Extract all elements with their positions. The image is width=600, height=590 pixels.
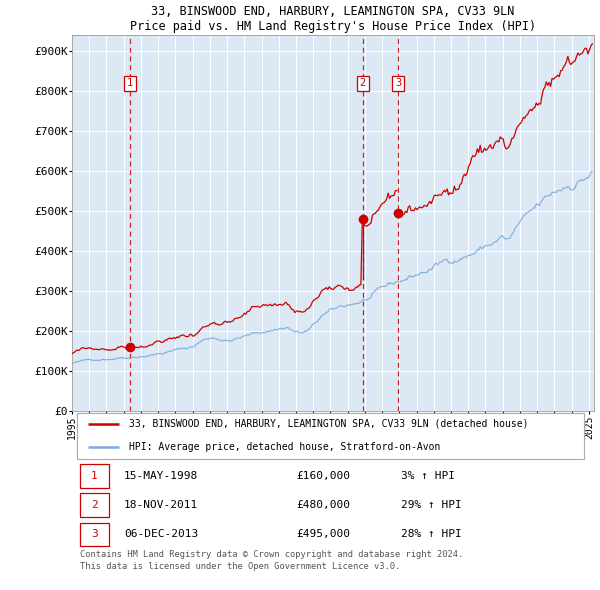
Text: 3: 3 bbox=[395, 78, 401, 88]
Text: 3% ↑ HPI: 3% ↑ HPI bbox=[401, 471, 455, 481]
Text: 2: 2 bbox=[359, 78, 366, 88]
Text: £495,000: £495,000 bbox=[296, 529, 350, 539]
FancyBboxPatch shape bbox=[80, 493, 109, 517]
Text: £480,000: £480,000 bbox=[296, 500, 350, 510]
Text: 2: 2 bbox=[91, 500, 98, 510]
FancyBboxPatch shape bbox=[80, 464, 109, 487]
Text: 06-DEC-2013: 06-DEC-2013 bbox=[124, 529, 199, 539]
Text: 28% ↑ HPI: 28% ↑ HPI bbox=[401, 529, 461, 539]
Text: 1: 1 bbox=[91, 471, 98, 481]
Text: 33, BINSWOOD END, HARBURY, LEAMINGTON SPA, CV33 9LN (detached house): 33, BINSWOOD END, HARBURY, LEAMINGTON SP… bbox=[130, 419, 529, 429]
Text: 1: 1 bbox=[127, 78, 133, 88]
Text: 29% ↑ HPI: 29% ↑ HPI bbox=[401, 500, 461, 510]
Text: 18-NOV-2011: 18-NOV-2011 bbox=[124, 500, 199, 510]
FancyBboxPatch shape bbox=[80, 523, 109, 546]
Text: 3: 3 bbox=[91, 529, 98, 539]
Text: Contains HM Land Registry data © Crown copyright and database right 2024.
This d: Contains HM Land Registry data © Crown c… bbox=[80, 550, 463, 571]
Text: 15-MAY-1998: 15-MAY-1998 bbox=[124, 471, 199, 481]
Title: 33, BINSWOOD END, HARBURY, LEAMINGTON SPA, CV33 9LN
Price paid vs. HM Land Regis: 33, BINSWOOD END, HARBURY, LEAMINGTON SP… bbox=[130, 5, 536, 33]
Text: £160,000: £160,000 bbox=[296, 471, 350, 481]
FancyBboxPatch shape bbox=[77, 413, 584, 459]
Text: HPI: Average price, detached house, Stratford-on-Avon: HPI: Average price, detached house, Stra… bbox=[130, 442, 441, 453]
